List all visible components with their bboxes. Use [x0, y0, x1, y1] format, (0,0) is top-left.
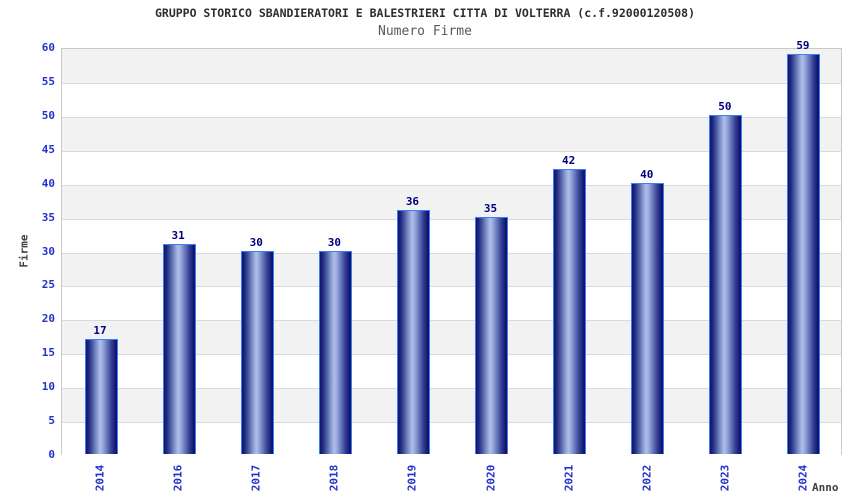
bar: [318, 250, 352, 454]
grid-band: [62, 49, 841, 83]
bar-value-label: 59: [796, 38, 810, 52]
grid-line: [62, 218, 841, 220]
y-tick-label: 5: [48, 414, 55, 428]
bar: [162, 243, 196, 454]
grid-line: [62, 354, 841, 356]
x-tick-label: 2019: [405, 464, 419, 492]
bar: [709, 114, 743, 454]
bar-value-label: 31: [171, 228, 185, 242]
bar-value-label: 30: [327, 235, 341, 249]
grid-band: [62, 82, 841, 117]
y-tick-label: 10: [41, 380, 55, 394]
bar: [240, 250, 274, 454]
x-tick-label: 2022: [640, 464, 654, 492]
y-tick-label: 55: [41, 74, 55, 88]
chart-title: GRUPPO STORICO SBANDIERATORI E BALESTRIE…: [154, 6, 696, 20]
grid-line: [62, 388, 841, 390]
y-tick-label: 15: [41, 346, 55, 360]
x-tick-label: 2023: [718, 464, 732, 492]
grid-line: [62, 116, 841, 118]
y-tick-label: 25: [41, 278, 55, 292]
x-tick-label: 2014: [93, 464, 107, 492]
bar: [631, 182, 665, 454]
x-tick-label: 2020: [484, 464, 498, 492]
bar-value-label: 50: [718, 99, 732, 113]
y-tick-label: 60: [41, 41, 55, 54]
bar-value-label: 30: [249, 235, 263, 249]
bar-value-label: 35: [483, 201, 498, 215]
y-tick-label: 20: [41, 312, 55, 326]
x-tick-label: 2016: [171, 464, 185, 492]
bar-value-label: 36: [405, 194, 420, 208]
bar: [475, 216, 509, 454]
bar: [787, 53, 821, 454]
y-tick-label: 35: [41, 210, 55, 224]
bar-value-label: 42: [562, 154, 576, 168]
chart-subtitle: Numero Firme: [378, 24, 472, 39]
grid-line: [62, 252, 841, 254]
y-tick-label: 50: [41, 108, 55, 122]
x-tick-label: 2021: [562, 464, 576, 492]
bar: [396, 209, 430, 454]
plot-area: [61, 48, 842, 456]
x-axis-label: Anno: [812, 481, 839, 494]
grid-line: [62, 422, 841, 424]
bar: [84, 338, 118, 454]
y-axis-label: Firme: [17, 234, 31, 268]
bar-value-label: 17: [93, 323, 107, 337]
grid-line: [62, 184, 841, 186]
grid-line: [62, 320, 841, 322]
x-tick-label: 2024: [796, 464, 810, 492]
x-tick-label: 2018: [327, 464, 341, 492]
grid-line: [62, 286, 841, 288]
grid-line: [62, 82, 841, 84]
y-tick-label: 40: [41, 176, 55, 190]
y-tick-label: 0: [48, 448, 55, 461]
x-tick-label: 2017: [249, 464, 263, 492]
grid-line: [62, 150, 841, 152]
y-tick-label: 45: [41, 142, 55, 156]
bar: [553, 169, 587, 454]
y-tick-label: 30: [41, 244, 55, 258]
bar-value-label: 40: [640, 167, 654, 181]
